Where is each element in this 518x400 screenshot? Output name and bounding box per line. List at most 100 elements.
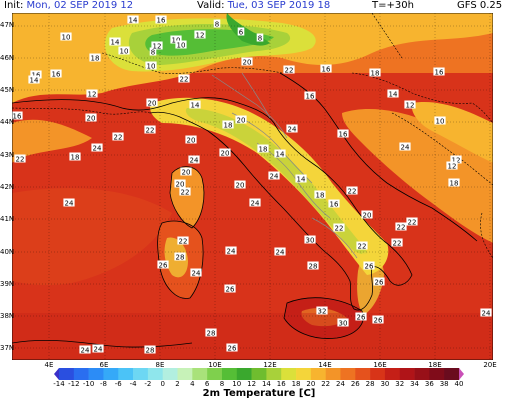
- value-box: [89, 53, 101, 62]
- colorbar-segment: [355, 368, 371, 380]
- colorbar-tick-label: -8: [99, 380, 107, 388]
- colorbar-segment: [310, 368, 326, 380]
- value-box: [391, 238, 403, 247]
- latitude-label: 42N: [0, 183, 15, 191]
- sea-gradient: [12, 188, 172, 286]
- colorbar-tick-label: 4: [190, 380, 195, 388]
- value-box: [170, 35, 182, 44]
- temperature-value: 14: [276, 151, 285, 159]
- temperature-value: 24: [192, 270, 201, 278]
- longitude-label: 8E: [155, 361, 165, 369]
- value-box: [14, 154, 26, 163]
- colorbar-segment: [296, 368, 312, 380]
- value-box: [241, 57, 253, 66]
- colorbar-tick-label: 12: [247, 380, 257, 388]
- colorbar-tick-label: -12: [68, 380, 80, 388]
- temperature-value: 24: [276, 249, 285, 257]
- value-box: [60, 32, 72, 41]
- colorbar-tick-label: 28: [365, 380, 375, 388]
- temperature-value: 22: [348, 188, 357, 196]
- latitude-label: 37N: [0, 344, 15, 352]
- colorbar-tick-label: 8: [219, 380, 225, 388]
- value-box: [448, 178, 460, 187]
- value-box: [286, 124, 298, 133]
- colorbar-tick-label: 30: [380, 380, 390, 388]
- temperature-value: 32: [318, 308, 327, 316]
- longitude-label: 12E: [263, 361, 277, 369]
- colorbar-tick-label: 6: [204, 380, 210, 388]
- value-box: [333, 223, 345, 232]
- temperature-value: 22: [146, 127, 155, 135]
- value-box: [146, 98, 158, 107]
- colorbar-tick-label: 36: [424, 380, 434, 388]
- temperature-value: 16: [157, 17, 166, 25]
- temperature-value: 20: [236, 182, 245, 190]
- value-box: [151, 41, 163, 50]
- station-values: 1416101286818141081210101016141612222022…: [12, 15, 492, 355]
- colorbar-segment: [384, 368, 401, 380]
- colorbar-tick-label: 40: [454, 380, 464, 388]
- valid-value: Tue, 03 SEP 2019 18: [227, 0, 331, 11]
- colorbar-tick-label: -6: [114, 380, 122, 388]
- value-box: [372, 315, 384, 324]
- value-box: [450, 155, 462, 164]
- temperature-value: 16: [306, 93, 315, 101]
- temperature-value: 20: [87, 115, 96, 123]
- latitude-label: 38N: [0, 312, 15, 320]
- temperature-value: 16: [339, 131, 348, 139]
- colorbar-segment: [414, 368, 430, 380]
- colorbar-segment: [266, 368, 282, 380]
- value-box: [118, 46, 130, 55]
- value-box: [188, 155, 200, 164]
- colorbar-segment: [325, 368, 341, 380]
- value-box: [12, 111, 23, 120]
- value-box: [144, 125, 156, 134]
- value-box: [307, 261, 319, 270]
- colorbar: [54, 368, 464, 380]
- valid-key: Valid:: [197, 0, 225, 11]
- colorbar-segment: [340, 368, 356, 380]
- value-box: [304, 235, 316, 244]
- value-box: [185, 135, 197, 144]
- colorbar-segment: [118, 368, 134, 380]
- apennine-ridge: [185, 108, 368, 255]
- value-box: [328, 199, 340, 208]
- colorbar-segment: [177, 368, 193, 380]
- temperature-value: 10: [147, 63, 156, 71]
- colorbar-segment: [133, 368, 149, 380]
- temperature-value: 22: [393, 240, 402, 248]
- latitude-label: 41N: [0, 215, 15, 223]
- forecast-step: T=+30h: [372, 0, 414, 11]
- value-box: [224, 284, 236, 293]
- value-box: [222, 120, 234, 129]
- value-box: [179, 187, 191, 196]
- value-box: [213, 19, 221, 28]
- temperature-value: 22: [335, 225, 344, 233]
- value-box: [355, 312, 367, 321]
- value-box: [226, 343, 238, 352]
- value-box: [316, 306, 328, 315]
- colorbar-segment: [147, 368, 164, 380]
- temperature-value: 18: [91, 55, 100, 63]
- temperature-value: 24: [251, 200, 260, 208]
- temperature-value: 18: [450, 180, 459, 188]
- temperature-value: 26: [365, 263, 374, 271]
- colorbar-max-arrow: [459, 368, 464, 380]
- temperature-value: 24: [227, 248, 236, 256]
- value-box: [174, 252, 186, 261]
- temperature-value: 12: [452, 157, 461, 165]
- value-box: [256, 33, 264, 42]
- value-box: [274, 149, 286, 158]
- value-box: [189, 100, 201, 109]
- longitude-label: 4E: [44, 361, 54, 369]
- value-box: [295, 174, 307, 183]
- temperature-value: 10: [436, 118, 445, 126]
- value-box: [249, 198, 261, 207]
- legend-title: 2m Temperature [C]: [202, 388, 316, 399]
- temperature-value: 16: [52, 71, 61, 79]
- temperature-value: 20: [221, 150, 230, 158]
- temperature-value: 26: [159, 262, 168, 270]
- temperature-value: 10: [62, 34, 71, 42]
- value-box: [356, 241, 368, 250]
- value-box: [406, 217, 418, 226]
